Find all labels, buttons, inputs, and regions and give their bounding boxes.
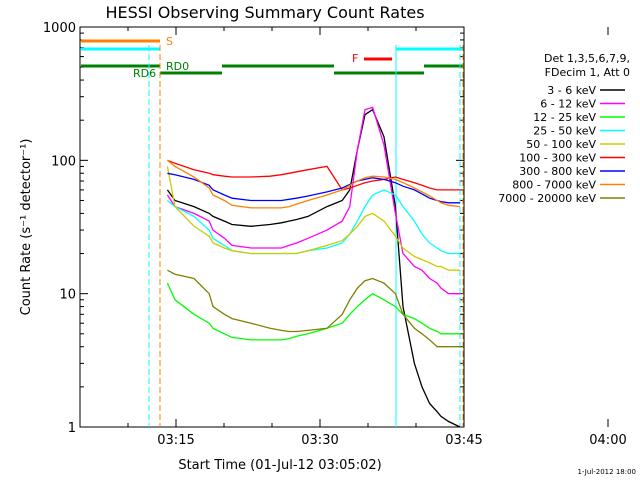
series-line-6 [167,172,460,204]
x-tick-label: 03:45 [445,433,482,448]
state-f-label: F [352,52,358,65]
x-axis-label: Start Time (01-Jul-12 03:05:02) [178,458,381,473]
legend-label: 100 - 300 keV [519,152,596,165]
legend-label: 12 - 25 keV [533,111,596,124]
legend-header-2: FDecim 1, Att 0 [545,66,630,79]
y-axis-label: Count Rate (s⁻¹ detector⁻¹) [19,139,34,316]
legend-label: 800 - 7000 keV [512,179,596,192]
series-line-2 [166,282,460,341]
state-s-label: S [166,35,173,48]
y-ticks: 1 10 100 1000 [43,21,464,436]
legend-label: 300 - 800 keV [519,165,596,178]
y-tick-label: 10 [59,288,76,303]
legend-label: 25 - 50 keV [533,125,596,138]
series-line-8 [167,269,460,348]
x-tick-label: 04:00 [589,433,626,448]
state-rd6-label: RD6 [133,67,156,80]
y-tick-label: 100 [51,154,76,169]
y-tick-label: 1 [68,421,76,436]
x-tick-label: 03:30 [301,433,338,448]
state-bars: S F RD0 RD6 [81,35,463,80]
footer-date: 1-Jul-2012 18:00 [577,468,636,476]
chart-title: HESSI Observing Summary Count Rates [105,3,424,22]
legend-label: 3 - 6 keV [547,84,596,97]
series-line-5 [167,159,460,191]
y-tick-label: 1000 [43,21,76,36]
series-line-1 [166,106,460,295]
series-lines [166,106,461,428]
legend-label: 6 - 12 keV [540,98,596,111]
state-rd0-label: RD0 [166,60,189,73]
series-line-4 [166,166,460,271]
series-line-3 [166,189,460,255]
series-line-7 [166,159,461,209]
x-tick-label: 03:15 [157,433,194,448]
legend: Det 1,3,5,6,7,9, FDecim 1, Att 0 3 - 6 k… [498,52,630,205]
legend-label: 7000 - 20000 keV [498,192,596,205]
legend-header-1: Det 1,3,5,6,7,9, [544,52,630,65]
legend-label: 50 - 100 keV [526,138,596,151]
y-axis-label-main: Count Rate (s⁻¹ detector⁻¹) [19,139,34,316]
plot-frame [79,26,465,428]
series-line-0 [166,108,461,428]
